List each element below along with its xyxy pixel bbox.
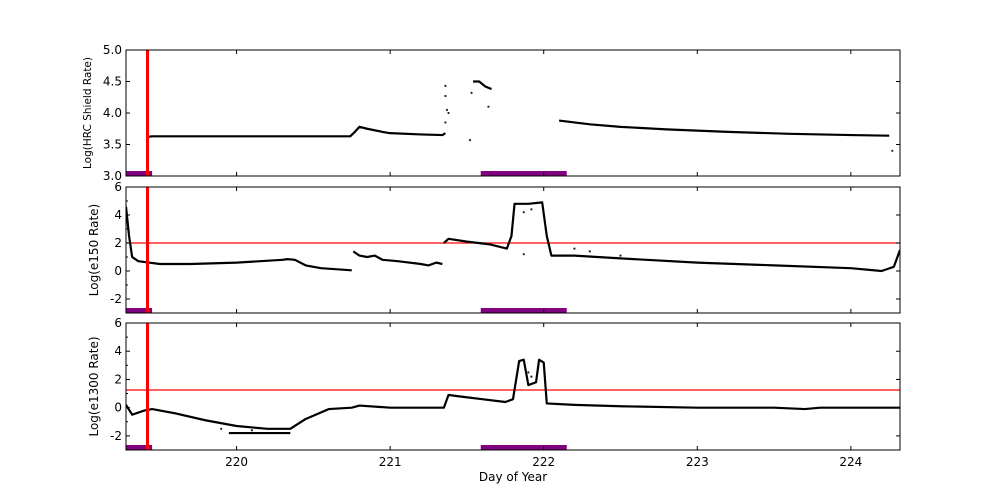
ytick-label: 3.0 bbox=[103, 169, 122, 183]
data-series-0 bbox=[126, 206, 352, 272]
panel-2: -2 0 2 4 6 Log(e150 Rate) bbox=[87, 180, 901, 314]
ytick-label: 2 bbox=[114, 372, 122, 386]
data-point bbox=[522, 253, 525, 256]
data-point bbox=[588, 250, 591, 253]
data-point bbox=[530, 208, 533, 211]
band-0 bbox=[126, 445, 153, 450]
y-axis-label: Log(e150 Rate) bbox=[87, 204, 101, 296]
ytick-label: 2 bbox=[114, 236, 122, 250]
y-axis-label: Log(e1300 Rate) bbox=[87, 336, 101, 436]
x-axis-label: Day of Year bbox=[479, 470, 547, 484]
data-point bbox=[447, 111, 450, 115]
data-point bbox=[573, 247, 576, 250]
band-0 bbox=[126, 171, 153, 176]
ytick-label: 4.5 bbox=[103, 75, 122, 89]
ytick-label: 6 bbox=[114, 180, 122, 194]
band-1 bbox=[480, 308, 567, 313]
data-series-0 bbox=[147, 125, 447, 139]
data-point bbox=[468, 138, 472, 142]
ytick-label: 4 bbox=[114, 344, 122, 358]
ytick-label: -2 bbox=[110, 429, 122, 443]
data-point bbox=[530, 375, 533, 378]
plot-area bbox=[126, 50, 894, 176]
data-point bbox=[444, 84, 447, 88]
data-point bbox=[619, 254, 622, 257]
ytick-label: 6 bbox=[114, 316, 122, 330]
data-series-1 bbox=[473, 80, 492, 91]
xtick-label: 220 bbox=[225, 455, 248, 469]
data-point bbox=[522, 211, 525, 214]
xtick-label: 221 bbox=[379, 455, 402, 469]
ytick-label: 4 bbox=[114, 208, 122, 222]
data-series-0 bbox=[126, 358, 900, 430]
data-point bbox=[487, 105, 490, 108]
xtick-label: 222 bbox=[532, 455, 555, 469]
data-series-2 bbox=[443, 201, 900, 273]
axes-frame bbox=[125, 322, 901, 451]
plot-area bbox=[126, 323, 900, 450]
data-point bbox=[527, 371, 530, 374]
data-point bbox=[220, 427, 223, 430]
band-1 bbox=[480, 445, 567, 450]
data-point bbox=[891, 149, 894, 152]
xtick-label: 224 bbox=[839, 455, 862, 469]
xtick-label: 223 bbox=[686, 455, 709, 469]
data-point bbox=[444, 121, 447, 124]
plot-area bbox=[126, 187, 900, 313]
data-series-2 bbox=[558, 119, 890, 137]
ytick-label: 3.5 bbox=[103, 138, 122, 152]
ytick-label: -2 bbox=[110, 292, 122, 306]
y-axis-label: Log(HRC Shield Rate) bbox=[82, 57, 94, 169]
ytick-label: 4.0 bbox=[103, 106, 122, 120]
data-series-1 bbox=[352, 250, 443, 267]
ytick-label: 0 bbox=[114, 401, 122, 415]
band-1 bbox=[480, 171, 567, 176]
ytick-label: 5.0 bbox=[103, 43, 122, 57]
axes-frame bbox=[125, 49, 901, 177]
data-point bbox=[444, 94, 447, 98]
data-point bbox=[250, 429, 254, 432]
panel-1: 3.0 3.5 4.0 4.5 5.0 Log(HRC Shield Rate) bbox=[82, 43, 901, 183]
band-0 bbox=[126, 308, 153, 313]
ytick-label: 0 bbox=[114, 264, 122, 278]
data-point bbox=[470, 91, 473, 94]
panel-3: -2 0 2 4 6 220 221 222 223 224 Log(e1300 Rate) Day … bbox=[87, 316, 901, 484]
data-point bbox=[445, 108, 449, 111]
axes-frame bbox=[125, 186, 901, 314]
